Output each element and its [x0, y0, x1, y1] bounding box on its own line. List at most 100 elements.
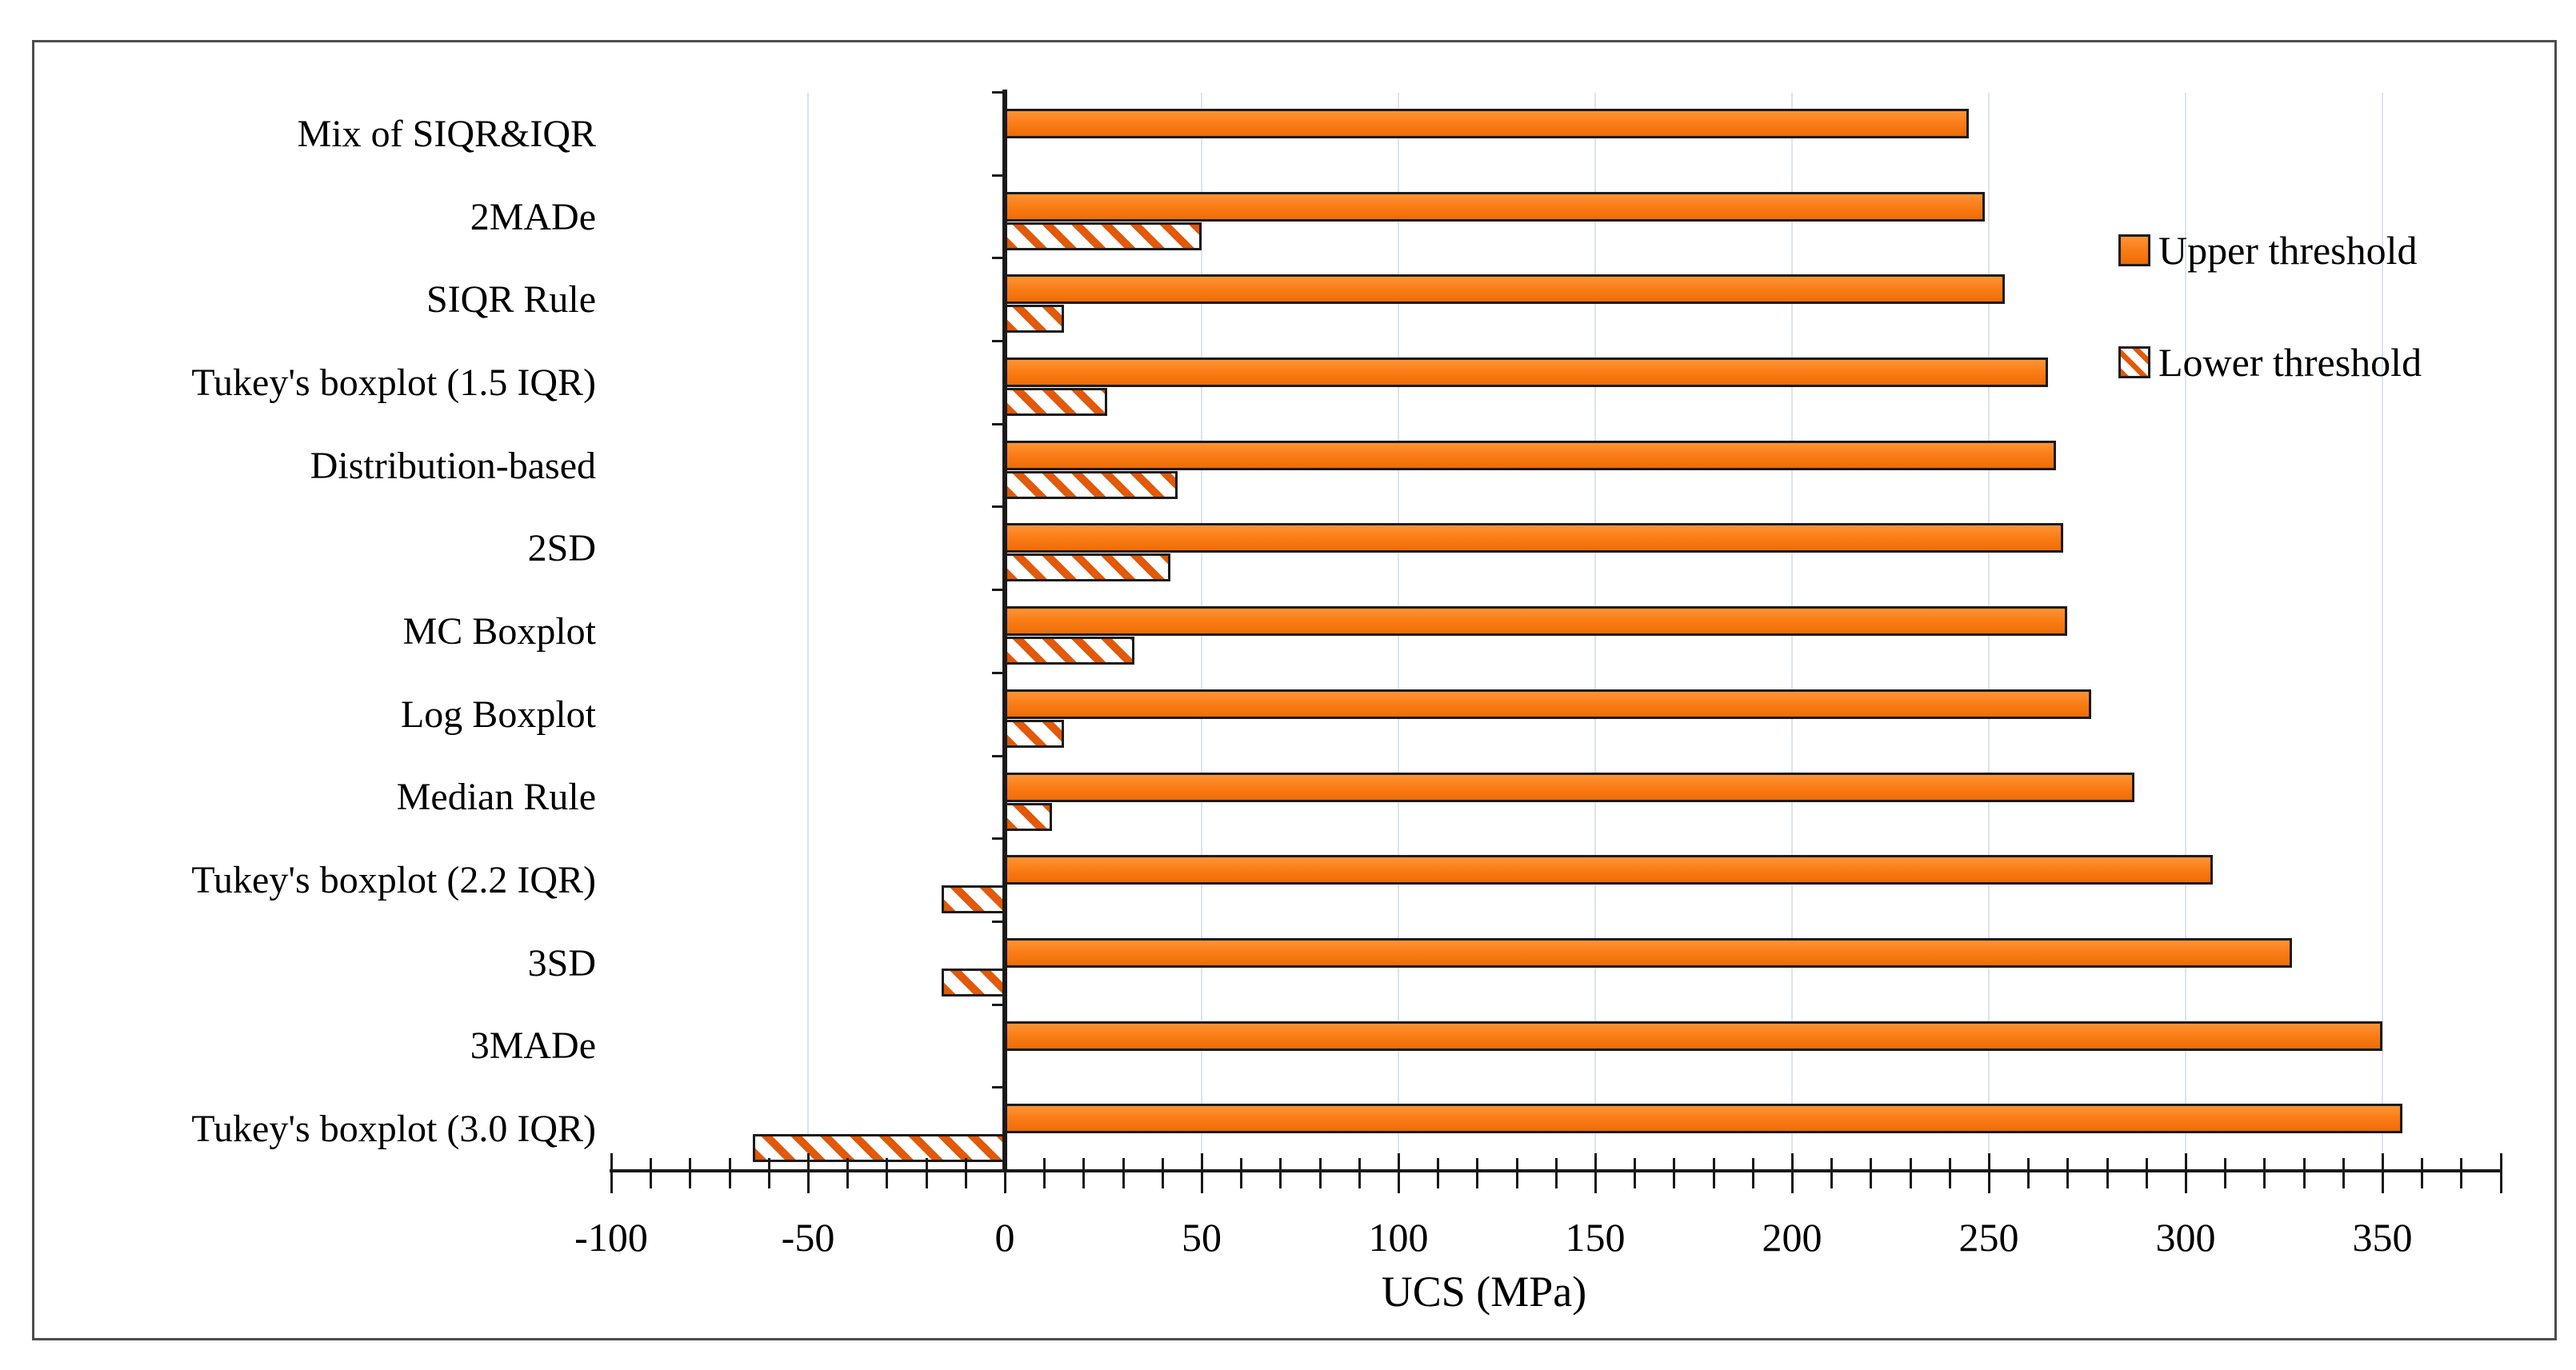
bar-lower-threshold [1004, 553, 1170, 582]
bar-upper-threshold [1004, 357, 2048, 388]
x-tick-label: 250 [1958, 1215, 2019, 1260]
x-major-tick [1398, 1153, 1400, 1193]
x-minor-tick [2342, 1158, 2345, 1188]
x-tick-label: 200 [1762, 1215, 1822, 1260]
x-minor-tick [650, 1158, 653, 1188]
x-minor-tick [2027, 1158, 2030, 1188]
x-major-tick [2382, 1153, 2384, 1193]
category-axis-tick [992, 174, 1003, 177]
bar-upper-threshold [1004, 606, 2068, 637]
x-minor-tick [767, 1158, 770, 1188]
gridline--50 [807, 93, 809, 1171]
legend-label-upper-threshold: Upper threshold [2158, 228, 2418, 273]
x-minor-tick [1318, 1158, 1322, 1188]
x-minor-tick [2106, 1158, 2109, 1188]
x-minor-tick [925, 1158, 928, 1188]
x-minor-tick [1279, 1158, 1282, 1188]
x-minor-tick [2421, 1158, 2424, 1188]
x-minor-tick [1161, 1158, 1164, 1188]
x-major-tick [1201, 1153, 1203, 1193]
bar-upper-threshold [1004, 523, 2064, 553]
x-minor-tick [1043, 1158, 1046, 1188]
category-axis-tick [992, 505, 1003, 509]
bar-upper-threshold [1004, 191, 1986, 222]
x-major-tick [1791, 1153, 1794, 1193]
x-tick-label: 0 [994, 1215, 1015, 1260]
category-label: 3SD [527, 941, 596, 985]
category-label: 2MADe [470, 195, 596, 238]
x-minor-tick [2066, 1158, 2070, 1188]
x-minor-tick [1122, 1158, 1125, 1188]
category-axis-tick [992, 257, 1003, 260]
bar-upper-threshold [1004, 1104, 2402, 1134]
legend-label-lower-threshold: Lower threshold [2158, 340, 2422, 385]
x-minor-tick [1634, 1158, 1637, 1188]
x-tick-label: 300 [2155, 1215, 2216, 1260]
x-minor-tick [2460, 1158, 2463, 1188]
x-minor-tick [1240, 1158, 1243, 1188]
x-tick-label: 100 [1368, 1215, 1429, 1260]
bar-upper-threshold [1004, 274, 2005, 305]
category-axis-tick [992, 920, 1003, 923]
x-major-tick [1004, 1153, 1006, 1193]
x-major-tick [1988, 1153, 1990, 1193]
category-axis-tick [992, 1169, 1003, 1172]
x-minor-tick [2263, 1158, 2266, 1188]
x-major-tick [807, 1153, 810, 1193]
bar-lower-threshold [1004, 470, 1178, 499]
x-minor-tick [964, 1158, 967, 1188]
category-label: Distribution-based [310, 444, 596, 487]
category-axis-tick [992, 754, 1003, 757]
x-major-tick [2499, 1153, 2502, 1193]
category-axis-tick [992, 671, 1003, 674]
bar-lower-threshold [1004, 637, 1135, 665]
x-tick-label: -100 [574, 1215, 648, 1260]
bar-upper-threshold [1004, 1021, 2382, 1051]
bar-upper-threshold [1004, 937, 2292, 968]
x-major-tick [1594, 1153, 1597, 1193]
x-minor-tick [1870, 1158, 1873, 1188]
x-minor-tick [2302, 1158, 2306, 1188]
bar-lower-threshold [1004, 305, 1064, 334]
bar-lower-threshold [1004, 719, 1064, 748]
x-axis-title: UCS (MPa) [1381, 1268, 1587, 1316]
legend-item-lower-threshold: Lower threshold [2118, 342, 2422, 382]
category-label: Mix of SIQR&IQR [297, 112, 596, 155]
x-tick-label: 350 [2352, 1215, 2413, 1260]
x-tick-label: -50 [781, 1215, 835, 1260]
category-axis-tick [992, 1086, 1003, 1089]
bar-lower-threshold [1004, 222, 1202, 250]
gridline-300 [2185, 93, 2186, 1171]
x-minor-tick [728, 1158, 731, 1188]
x-minor-tick [886, 1158, 889, 1188]
x-minor-tick [1515, 1158, 1518, 1188]
category-label: Log Boxplot [400, 693, 596, 736]
category-label: SIQR Rule [426, 278, 596, 322]
x-minor-tick [1712, 1158, 1715, 1188]
category-axis-tick [992, 589, 1003, 592]
category-label: MC Boxplot [402, 609, 596, 653]
x-minor-tick [689, 1158, 692, 1188]
x-minor-tick [846, 1158, 850, 1188]
category-label: Tukey's boxplot (3.0 IQR) [191, 1108, 596, 1151]
x-minor-tick [1476, 1158, 1479, 1188]
bar-lower-threshold [942, 968, 1006, 997]
category-label: Tukey's boxplot (2.2 IQR) [191, 859, 596, 902]
category-axis-tick [992, 1003, 1003, 1006]
bar-upper-threshold [1004, 689, 2091, 719]
category-label: Median Rule [396, 776, 596, 819]
category-axis-tick [992, 91, 1003, 94]
category-axis-line [1002, 90, 1007, 1172]
gridline-350 [2382, 93, 2383, 1171]
bar-lower-threshold [1004, 388, 1107, 417]
x-major-tick [610, 1153, 613, 1193]
x-tick-label: 50 [1182, 1215, 1222, 1260]
category-axis-tick [992, 340, 1003, 343]
x-major-tick [2185, 1153, 2187, 1193]
category-axis-tick [992, 837, 1003, 841]
bar-upper-threshold [1004, 772, 2135, 802]
lower-threshold-swatch-icon [2118, 346, 2150, 378]
x-minor-tick [2224, 1158, 2227, 1188]
bar-upper-threshold [1004, 855, 2214, 885]
